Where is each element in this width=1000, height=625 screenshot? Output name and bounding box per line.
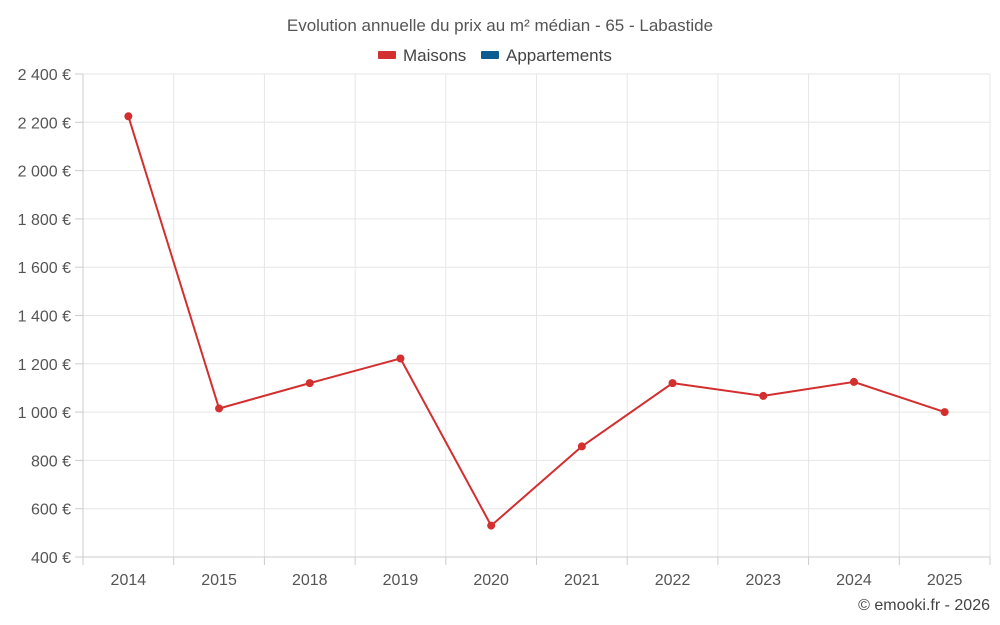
y-tick-label: 600 € bbox=[31, 502, 71, 519]
y-tick-label: 800 € bbox=[31, 453, 71, 470]
x-tick-label: 2015 bbox=[201, 572, 237, 589]
data-point-2023[interactable] bbox=[759, 391, 768, 400]
legend-swatch-appartements bbox=[481, 51, 499, 59]
legend-item-maisons[interactable]: Maisons bbox=[378, 46, 466, 65]
x-tick-label: 2022 bbox=[655, 572, 691, 589]
x-tick-label: 2014 bbox=[111, 572, 147, 589]
x-tick-label: 2021 bbox=[564, 572, 600, 589]
y-tick-label: 2 200 € bbox=[18, 115, 71, 132]
x-tick-label: 2019 bbox=[383, 572, 419, 589]
x-tick-label: 2020 bbox=[473, 572, 509, 589]
x-tick-label: 2025 bbox=[927, 572, 963, 589]
data-point-2015[interactable] bbox=[215, 404, 224, 413]
data-point-2014[interactable] bbox=[124, 112, 133, 121]
legend-item-appartements[interactable]: Appartements bbox=[481, 46, 612, 65]
y-tick-label: 2 400 € bbox=[18, 67, 71, 84]
data-point-2024[interactable] bbox=[849, 377, 858, 386]
x-tick-label: 2023 bbox=[745, 572, 781, 589]
data-point-2022[interactable] bbox=[668, 379, 677, 388]
data-point-2018[interactable] bbox=[305, 379, 314, 388]
data-point-2025[interactable] bbox=[940, 408, 949, 417]
series bbox=[124, 112, 949, 530]
credit-text: © emooki.fr - 2026 bbox=[858, 597, 990, 614]
y-tick-label: 1 200 € bbox=[18, 357, 71, 374]
y-tick-label: 1 600 € bbox=[18, 260, 71, 277]
grid bbox=[83, 73, 991, 557]
data-point-2021[interactable] bbox=[577, 442, 586, 451]
data-point-2020[interactable] bbox=[487, 521, 496, 530]
y-tick-label: 400 € bbox=[31, 550, 71, 567]
y-tick-label: 1 800 € bbox=[18, 212, 71, 229]
y-tick-label: 1 400 € bbox=[18, 309, 71, 326]
legend: Maisons Appartements bbox=[378, 46, 612, 65]
data-point-2019[interactable] bbox=[396, 354, 405, 363]
legend-label-appartements: Appartements bbox=[506, 46, 612, 65]
x-tick-label: 2024 bbox=[836, 572, 872, 589]
y-tick-label: 1 000 € bbox=[18, 405, 71, 422]
legend-swatch-maisons bbox=[378, 51, 396, 59]
y-tick-label: 2 000 € bbox=[18, 164, 71, 181]
series-line-maisons bbox=[127, 115, 945, 527]
axes: 400 € 600 € 800 € 1 000 € 1 200 € 1 400 € 1 60… bbox=[18, 67, 991, 589]
chart-title: Evolution annuelle du prix au m² médian … bbox=[287, 16, 713, 35]
legend-label-maisons: Maisons bbox=[403, 46, 466, 65]
x-tick-label: 2018 bbox=[292, 572, 328, 589]
